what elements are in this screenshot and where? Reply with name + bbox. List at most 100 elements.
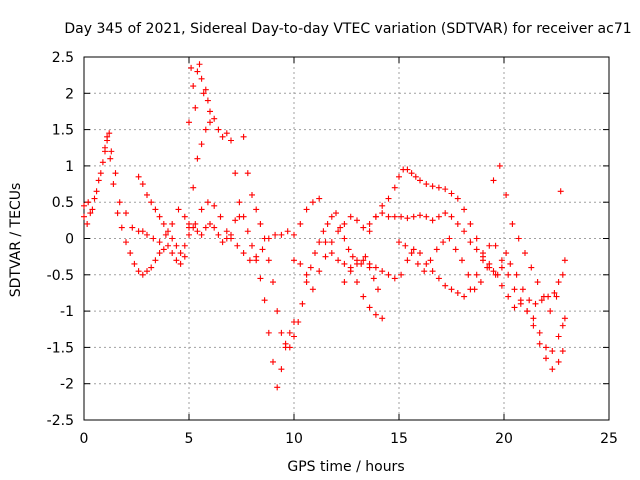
- data-point: [232, 170, 239, 177]
- data-point: [412, 173, 419, 180]
- data-point: [219, 133, 226, 140]
- data-point: [169, 235, 176, 242]
- series-s1: [81, 130, 386, 322]
- data-point: [253, 206, 260, 213]
- data-point: [465, 271, 472, 278]
- data-point: [291, 333, 297, 340]
- data-point: [286, 344, 293, 351]
- series-s8: [396, 162, 564, 315]
- data-point: [540, 293, 547, 300]
- data-point: [240, 250, 247, 257]
- data-point: [200, 90, 207, 97]
- data-point: [349, 253, 356, 260]
- data-point: [194, 155, 201, 162]
- data-point: [249, 191, 255, 198]
- data-point: [236, 199, 243, 206]
- data-point: [547, 308, 554, 315]
- y-tick-label: 1.5: [52, 123, 74, 139]
- data-point: [322, 253, 329, 260]
- data-point: [505, 293, 512, 300]
- data-point: [366, 260, 373, 267]
- data-point: [265, 329, 272, 336]
- data-point: [156, 239, 163, 246]
- data-point: [423, 260, 430, 267]
- data-point: [322, 239, 329, 246]
- data-point: [202, 86, 209, 93]
- data-point: [423, 213, 430, 220]
- data-point: [297, 260, 304, 267]
- data-point: [219, 239, 226, 246]
- data-point: [454, 220, 461, 227]
- data-point: [452, 246, 459, 253]
- data-point: [303, 206, 310, 213]
- data-point: [139, 271, 146, 278]
- data-point: [316, 268, 323, 275]
- data-point: [175, 206, 182, 213]
- data-point: [341, 220, 348, 227]
- data-point: [442, 210, 449, 217]
- data-point: [454, 289, 461, 296]
- data-point: [496, 162, 503, 169]
- data-point: [114, 210, 121, 217]
- data-point: [398, 271, 405, 278]
- data-point: [366, 304, 373, 311]
- data-point: [473, 271, 480, 278]
- data-point: [559, 348, 566, 355]
- data-point: [404, 215, 411, 222]
- data-point: [360, 257, 367, 264]
- data-point: [417, 250, 423, 257]
- data-point: [265, 257, 272, 264]
- data-point: [354, 217, 360, 224]
- data-point: [303, 279, 310, 286]
- data-point: [408, 170, 415, 177]
- data-point: [379, 268, 386, 275]
- data-point: [555, 358, 562, 365]
- data-point: [198, 75, 205, 82]
- data-point: [536, 329, 543, 336]
- data-point: [509, 220, 516, 227]
- data-point: [240, 133, 247, 140]
- data-point: [234, 242, 241, 249]
- data-point: [503, 191, 510, 198]
- data-point: [448, 213, 455, 220]
- data-point: [207, 220, 213, 227]
- data-point: [198, 206, 205, 213]
- y-tick-label: -0.5: [47, 268, 74, 284]
- data-point: [97, 170, 104, 177]
- data-point: [232, 217, 239, 224]
- data-point: [198, 141, 205, 148]
- data-point: [410, 213, 417, 220]
- data-point: [335, 228, 342, 235]
- data-point: [186, 231, 192, 238]
- data-point: [152, 206, 159, 213]
- data-point: [150, 235, 157, 242]
- data-point: [291, 231, 297, 238]
- data-point: [257, 275, 264, 282]
- data-point: [131, 260, 138, 267]
- data-point: [555, 333, 562, 340]
- data-point: [543, 344, 549, 351]
- data-point: [253, 257, 260, 264]
- data-point: [186, 119, 192, 126]
- y-tick-label: 2.5: [52, 50, 74, 66]
- data-point: [379, 202, 386, 209]
- data-point: [160, 246, 167, 253]
- data-point: [84, 220, 91, 227]
- data-point: [328, 239, 335, 246]
- data-point: [295, 318, 302, 325]
- series-s2: [81, 115, 297, 391]
- data-point: [404, 166, 411, 173]
- data-point: [513, 271, 520, 278]
- data-point: [335, 257, 342, 264]
- data-point: [341, 279, 348, 286]
- data-point: [559, 322, 566, 329]
- data-point: [104, 137, 111, 144]
- data-point: [375, 286, 381, 293]
- data-point: [360, 224, 367, 231]
- data-point: [372, 213, 379, 220]
- data-point: [282, 340, 289, 347]
- data-point: [188, 64, 195, 71]
- data-point: [414, 260, 421, 267]
- data-point: [181, 213, 188, 220]
- x-axis-label: GPS time / hours: [287, 459, 404, 475]
